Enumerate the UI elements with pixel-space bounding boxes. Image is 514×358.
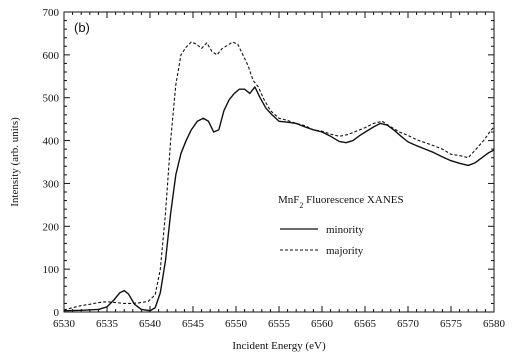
legend-title-suffix: Fluorescence XANES xyxy=(303,194,403,206)
x-tick-label: 6530 xyxy=(53,318,76,330)
legend-title: MnF2 Fluorescence XANES xyxy=(278,194,404,210)
x-tick-label: 6560 xyxy=(311,318,334,330)
x-tick-label: 6565 xyxy=(354,318,377,330)
y-tick-label: 600 xyxy=(43,50,60,62)
x-tick-label: 6555 xyxy=(268,318,291,330)
y-tick-label: 200 xyxy=(43,221,60,233)
y-tick-label: 300 xyxy=(43,178,60,190)
y-tick-label: 400 xyxy=(43,136,60,148)
legend-label-minority: minority xyxy=(326,224,364,236)
legend-label-majority: majority xyxy=(326,245,364,257)
y-tick-label: 0 xyxy=(54,307,60,319)
x-tick-label: 6550 xyxy=(225,318,248,330)
legend: MnF2 Fluorescence XANES minority majorit… xyxy=(278,194,404,257)
x-tick-label: 6575 xyxy=(440,318,463,330)
axis-ticks xyxy=(63,11,495,313)
x-tick-label: 6535 xyxy=(96,318,119,330)
y-tick-label: 700 xyxy=(43,7,60,19)
series-layer xyxy=(63,41,495,312)
axis-tick-labels: 6530 6535 6540 6545 6550 6555 6560 6565 6570 6575… xyxy=(43,7,506,330)
plot-frame xyxy=(63,11,495,313)
x-axis-label: Incident Energy (eV) xyxy=(232,340,326,352)
x-tick-label: 6540 xyxy=(139,318,162,330)
x-tick-label: 6545 xyxy=(182,318,205,330)
y-tick-label: 500 xyxy=(43,93,60,105)
y-tick-label: 100 xyxy=(43,264,60,276)
series-line-minority xyxy=(63,86,495,312)
x-tick-label: 6580 xyxy=(483,318,506,330)
legend-title-subscript: 2 xyxy=(299,201,303,210)
panel-label: (b) xyxy=(74,20,90,35)
series-line-majority xyxy=(63,41,495,311)
y-axis-label: Intensity (arb. units) xyxy=(9,117,21,207)
x-tick-label: 6570 xyxy=(397,318,420,330)
legend-title-prefix: MnF xyxy=(278,194,299,206)
